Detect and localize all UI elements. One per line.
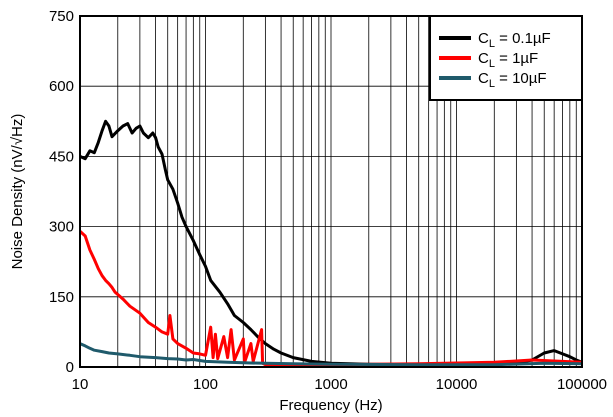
x-tick-label: 10: [72, 376, 89, 393]
y-tick-label: 600: [49, 78, 74, 95]
x-tick-label: 100000: [557, 376, 607, 393]
y-tick-label: 450: [49, 148, 74, 165]
x-axis-title: Frequency (Hz): [279, 397, 382, 414]
x-tick-label: 1000: [314, 376, 347, 393]
x-tick-label: 10000: [436, 376, 478, 393]
series-layer: [78, 119, 583, 367]
y-tick-label: 0: [66, 359, 74, 376]
legend-label-2: CL = 1µF: [478, 50, 538, 70]
legend-label-3: CL = 10µF: [478, 70, 547, 90]
plot-frame: [79, 15, 583, 368]
x-tick-label: 100: [193, 376, 218, 393]
y-tick-label: 150: [49, 289, 74, 306]
y-axis-title: Noise Density (nV/√Hz): [9, 114, 26, 270]
y-tick-label: 300: [49, 219, 74, 236]
tick-labels: 10 100 1000 10000 100000 0 150 300 450 600 750: [49, 8, 607, 393]
series-line-3: [79, 342, 583, 367]
y-tick-label: 750: [49, 8, 74, 25]
legend-label-1: CL = 0.1µF: [478, 30, 551, 50]
